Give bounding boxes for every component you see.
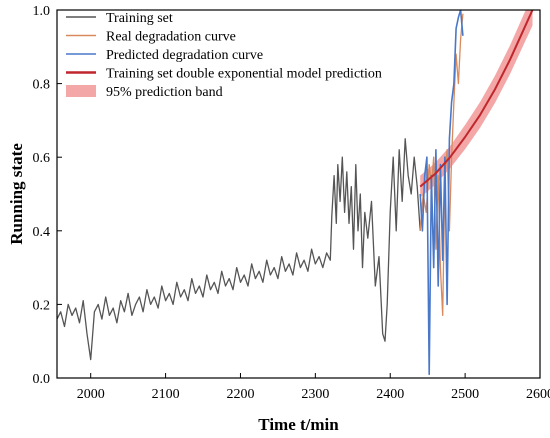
series-line-fit-curve <box>419 10 534 188</box>
x-tick-label: 2100 <box>152 387 180 402</box>
y-tick-label: 0.0 <box>33 372 51 387</box>
x-tick-label: 2500 <box>451 387 479 402</box>
prediction-band <box>420 10 533 198</box>
legend-label: Predicted degradation curve <box>106 48 263 63</box>
y-tick-label: 1.0 <box>33 4 51 19</box>
legend-label: Training set <box>106 11 173 26</box>
y-tick-label: 0.8 <box>33 78 51 93</box>
legend-label: Training set double exponential model pr… <box>106 67 382 82</box>
plot-frame <box>56 9 541 379</box>
legend-label: Real degradation curve <box>106 30 236 45</box>
series-line-predicted-degradation <box>419 10 464 376</box>
series-line-training-set <box>57 138 421 361</box>
x-tick-label: 2200 <box>226 387 254 402</box>
legend-label: 95% prediction band <box>106 85 223 100</box>
y-tick-label: 0.6 <box>33 151 51 166</box>
plot-area <box>57 10 534 376</box>
legend-swatch <box>66 85 96 97</box>
y-axis-label: Running state <box>7 143 26 245</box>
x-tick-label: 2300 <box>301 387 329 402</box>
series-line-real-degradation <box>419 13 464 317</box>
x-axis-label: Time t/min <box>258 415 339 434</box>
y-tick-label: 0.4 <box>33 225 51 240</box>
y-tick-label: 0.2 <box>33 298 51 313</box>
x-tick-label: 2000 <box>77 387 105 402</box>
x-tick-label: 2400 <box>376 387 404 402</box>
